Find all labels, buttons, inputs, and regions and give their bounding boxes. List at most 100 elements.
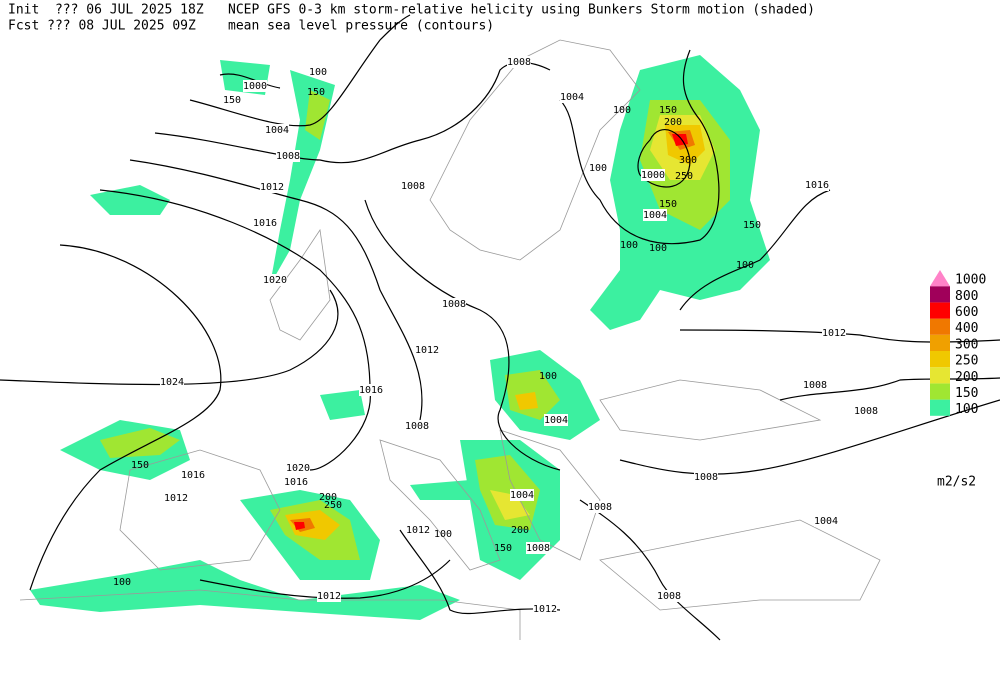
isobar-label: 1004 (544, 415, 568, 426)
helicity-shading (30, 55, 770, 620)
label-backdrop (822, 327, 846, 339)
isobar-label: 1004 (265, 125, 289, 136)
label-backdrop (243, 80, 267, 92)
helicity-label: 150 (131, 460, 149, 471)
helicity-label: 150 (494, 543, 512, 554)
legend-label: 200 (955, 370, 978, 385)
isobar (0, 289, 339, 386)
isobar (679, 189, 831, 311)
helicity-label: 100 (613, 105, 631, 116)
isobar (364, 199, 561, 471)
isobar-label: 1012 (164, 493, 188, 504)
legend-unit: m2/s2 (937, 475, 976, 490)
isobar-label: 1004 (643, 210, 667, 221)
isobar-label: 1012 (260, 182, 284, 193)
legend-swatch (930, 334, 950, 351)
forecast-time: Fcst ??? 08 JUL 2025 09Z (8, 19, 196, 34)
coastline (599, 519, 881, 611)
helicity-label: 200 (511, 525, 529, 536)
label-backdrop (260, 181, 284, 193)
helicity-label: 250 (324, 500, 342, 511)
init-time: Init ??? 06 JUL 2025 18Z (8, 3, 204, 18)
label-backdrop (526, 542, 550, 554)
isobar-label: 1008 (854, 406, 878, 417)
isobar-label: 1016 (359, 385, 383, 396)
isobar (154, 61, 551, 164)
helicity-area (305, 90, 330, 140)
label-backdrop (641, 169, 665, 181)
legend-label: 300 (955, 337, 978, 352)
isobar-label: 1008 (507, 57, 531, 68)
coastline (269, 228, 331, 341)
helicity-label: 150 (223, 95, 241, 106)
helicity-area (30, 560, 460, 620)
legend-swatch (930, 351, 950, 368)
label-backdrop (263, 274, 287, 286)
helicity-label: 200 (319, 492, 337, 503)
label-backdrop (405, 420, 429, 432)
label-backdrop (533, 603, 557, 615)
isobar-label: 1008 (803, 380, 827, 391)
isobar-label: 1012 (317, 591, 341, 602)
subtitle: mean sea level pressure (contours) (228, 19, 494, 34)
isobar (99, 189, 371, 471)
helicity-label: 200 (664, 117, 682, 128)
helicity-label: 300 (679, 155, 697, 166)
helicity-label: 100 (589, 163, 607, 174)
isobar (219, 73, 281, 89)
legend-label: 800 (955, 289, 978, 304)
legend-swatch (930, 383, 950, 400)
label-backdrop (442, 298, 466, 310)
helicity-label: 100 (649, 243, 667, 254)
isobar-label: 1020 (286, 463, 310, 474)
isobar-label: 1008 (276, 151, 300, 162)
helicity-area (294, 522, 305, 530)
isobar-label: 1012 (822, 328, 846, 339)
isobar-label: 1004 (510, 490, 534, 501)
isobar-label: 1000 (641, 170, 665, 181)
label-backdrop (265, 124, 289, 136)
isobar-label: 1016 (284, 477, 308, 488)
isobar (637, 129, 691, 188)
isobar-label: 1024 (160, 377, 184, 388)
isobar (199, 559, 451, 599)
isobar-label: 1008 (526, 543, 550, 554)
isobar-label: 1004 (814, 516, 838, 527)
helicity-label: 150 (307, 87, 325, 98)
helicity-area (490, 490, 530, 520)
helicity-area (410, 480, 480, 500)
helicity-label: 100 (309, 67, 327, 78)
helicity-label: 100 (434, 529, 452, 540)
isobar-label: 1016 (253, 218, 277, 229)
isobar-label: 1008 (401, 181, 425, 192)
isobars (0, 14, 1000, 641)
isobar-label: 1016 (805, 180, 829, 191)
legend-swatch (930, 318, 950, 335)
label-backdrop (657, 590, 681, 602)
label-backdrop (286, 462, 310, 474)
legend-label: 400 (955, 321, 978, 336)
label-backdrop (406, 524, 430, 536)
helicity-area (515, 392, 538, 410)
label-backdrop (805, 179, 829, 191)
helicity-label: 100 (736, 260, 754, 271)
legend-swatch (930, 302, 950, 319)
label-backdrop (276, 150, 300, 162)
isobar-label: 1008 (694, 472, 718, 483)
label-backdrop (317, 590, 341, 602)
isobar-label: 1008 (657, 591, 681, 602)
isobar-label: 1012 (415, 345, 439, 356)
label-backdrop (814, 515, 838, 527)
isobar (189, 14, 411, 127)
labels: Init ??? 06 JUL 2025 18Z Fcst ??? 08 JUL… (8, 3, 986, 615)
legend-label: 150 (955, 386, 978, 401)
coastline (19, 589, 521, 640)
isobar-label: 1004 (560, 92, 584, 103)
isobar-label: 1008 (588, 502, 612, 513)
helicity-area (90, 185, 170, 215)
coastline (379, 439, 501, 571)
helicity-label: 100 (539, 371, 557, 382)
title: NCEP GFS 0-3 km storm-relative helicity … (228, 3, 815, 18)
helicity-label: 250 (675, 171, 693, 182)
label-backdrop (854, 405, 878, 417)
